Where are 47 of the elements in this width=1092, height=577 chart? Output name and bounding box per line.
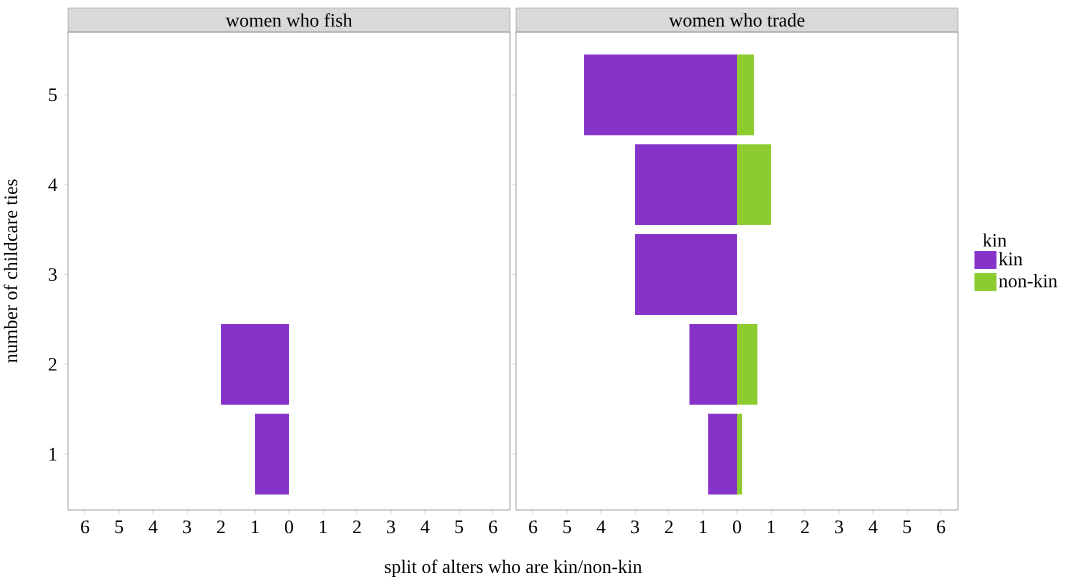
x-tick-label: 0 [732,520,742,534]
x-tick-label: 4 [148,520,158,534]
x-tick-label: 5 [563,520,572,534]
x-tick-label: 6 [489,520,498,534]
bar [708,413,738,495]
y-tick-label: 1 [49,447,57,461]
y-tick-label: 3 [48,268,57,281]
x-axis-title: split of alters who are kin/non-kin [384,559,642,577]
bar [689,323,738,405]
bar [635,144,738,226]
bar [737,323,758,405]
chart-title: women who fish [225,13,353,27]
x-tick-label: 1 [767,520,775,534]
x-tick-label: 6 [937,520,946,534]
x-tick-label: 3 [183,520,192,534]
x-tick-label: 2 [665,520,673,534]
x-tick-label: 5 [115,520,124,534]
x-tick-label: 0 [284,520,294,534]
x-tick-label: 6 [529,520,538,534]
x-tick-label: 1 [251,520,259,534]
x-tick-label: 2 [353,520,361,534]
x-tick-label: 5 [455,520,464,534]
x-tick-label: 6 [81,520,90,534]
x-tick-label: 3 [631,520,640,534]
bar [737,413,743,495]
bar [635,234,738,315]
x-tick-label: 4 [868,520,878,534]
y-tick-label: 4 [48,178,58,191]
legend-label: non-kin [998,273,1058,288]
legend-title: kin [982,233,1007,247]
x-tick-label: 4 [420,520,430,534]
x-tick-label: 3 [387,520,396,534]
x-tick-label: 5 [903,520,912,534]
x-tick-label: 3 [835,520,844,534]
x-tick-label: 2 [801,520,809,534]
x-tick-label: 4 [596,520,606,534]
x-tick-label: 2 [217,520,225,534]
x-tick-label: 1 [699,520,707,534]
bar [584,54,738,136]
chart-title: women who trade [668,13,805,27]
x-tick-label: 1 [319,520,327,534]
bar [737,144,772,226]
bar [737,54,755,136]
y-tick-label: 2 [48,358,57,371]
legend-label: kin [998,251,1023,266]
y-axis-title: number of childcare ties [3,179,18,363]
y-tick-label: 5 [49,88,57,102]
